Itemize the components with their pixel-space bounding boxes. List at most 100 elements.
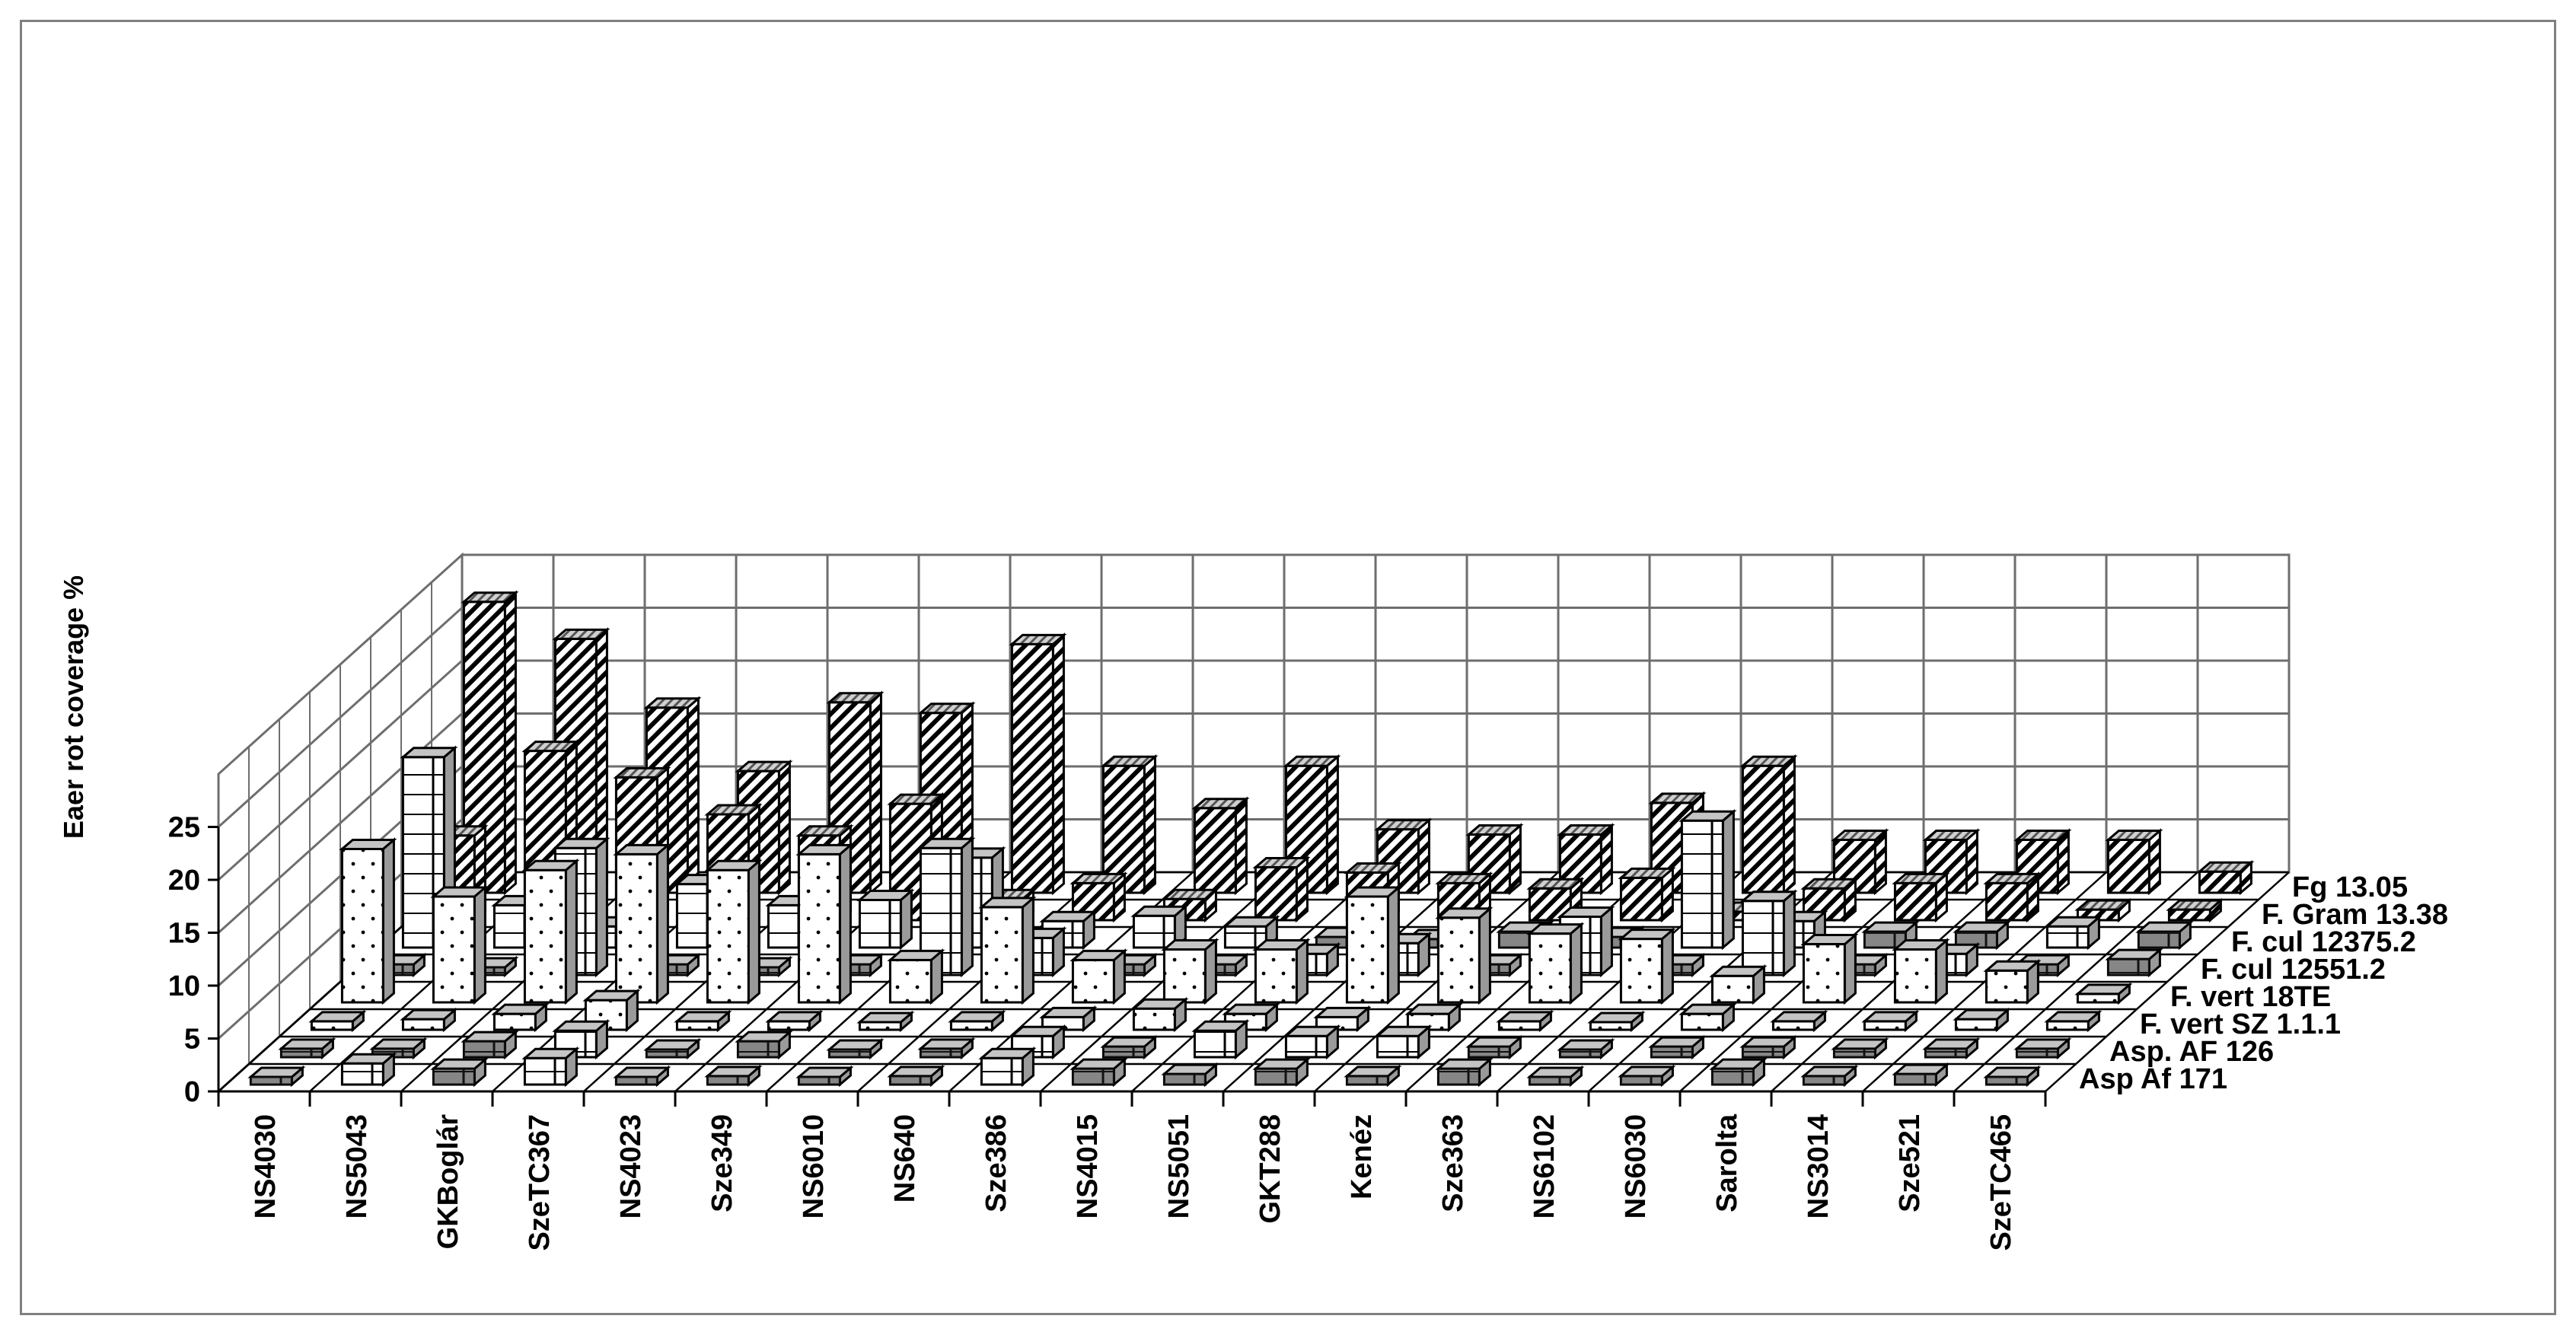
bar (1739, 753, 1798, 896)
bar (1892, 1062, 1950, 1088)
category-label: NS3014 (1803, 1114, 1835, 1219)
bar (369, 1037, 428, 1060)
bar (856, 1010, 915, 1033)
category-label: GKT288 (1255, 1114, 1286, 1224)
bar (1679, 808, 1737, 951)
bar (1983, 1065, 2042, 1088)
bar (1618, 1064, 1676, 1088)
bar (1861, 1009, 1920, 1033)
bar (1191, 1018, 1250, 1060)
bar (887, 948, 945, 1005)
bar (1709, 1056, 1768, 1088)
bar (1526, 922, 1585, 1005)
series-label: F. vert SZ 1.1.1 (2140, 1008, 2341, 1040)
bar (308, 1009, 367, 1033)
bar (704, 858, 763, 1005)
series-label: F. cul 12551.2 (2201, 954, 2386, 986)
bar (1191, 796, 1250, 896)
bar (1344, 884, 1402, 1005)
bar (1557, 1037, 1615, 1060)
bar (1252, 855, 1311, 923)
bar (735, 1029, 793, 1060)
bar (1831, 1037, 1889, 1060)
category-label: Sarolta (1711, 1113, 1743, 1212)
bar (2196, 859, 2255, 896)
bar (1070, 948, 1128, 1005)
category-label: Sze363 (1437, 1114, 1469, 1212)
bar (1892, 938, 1950, 1005)
category-label: SzeTC465 (1985, 1114, 2017, 1251)
bar (430, 1056, 489, 1088)
bar (1709, 964, 1768, 1005)
bar (400, 1007, 458, 1033)
bar (1404, 1002, 1463, 1033)
series-label: Asp. AF 126 (2109, 1036, 2274, 1068)
chart-frame: 0 5 10 15 20 25 NS4030 NS5043 GKBoglár SzeTC367 NS… (20, 20, 2556, 1315)
bar (1039, 1005, 1098, 1033)
series-label: Asp Af 171 (2079, 1063, 2227, 1095)
category-label: Sze349 (706, 1114, 738, 1212)
bars-layer (247, 590, 2255, 1088)
category-label: NS5051 (1163, 1114, 1195, 1219)
bar (2105, 828, 2163, 896)
bar (948, 1009, 1006, 1033)
bar (917, 1037, 976, 1060)
bar (1130, 996, 1189, 1033)
series-label: F. cul 12375.2 (2231, 926, 2416, 958)
category-label: Sze521 (1894, 1114, 1926, 1212)
category-label: Kenéz (1346, 1114, 1378, 1199)
bar (1465, 1034, 1524, 1060)
y-tick-label: 20 (168, 865, 200, 897)
bar (826, 1037, 885, 1060)
bar (1770, 1009, 1828, 1033)
bar (1344, 1064, 1402, 1088)
series-label: F. Gram 13.38 (2262, 899, 2448, 931)
bar (643, 1037, 702, 1060)
category-label: NS5043 (341, 1114, 373, 1219)
bar (247, 1065, 306, 1088)
bar (674, 1009, 732, 1033)
bar (582, 988, 641, 1033)
bar (1587, 1010, 1646, 1033)
bar (1983, 871, 2042, 923)
bar (1161, 938, 1219, 1005)
bar (613, 1065, 671, 1088)
labels-layer: 0 5 10 15 20 25 NS4030 NS5043 GKBoglár SzeTC367 NS… (168, 812, 2448, 1251)
bar (278, 1037, 336, 1060)
y-tick-label: 25 (168, 812, 200, 844)
category-label: NS4015 (1072, 1114, 1104, 1219)
bar (1283, 753, 1341, 896)
bar (1648, 1034, 1707, 1060)
bar (461, 1029, 519, 1060)
category-label: NS4023 (615, 1114, 647, 1219)
bar (1252, 938, 1311, 1005)
bar (2074, 982, 2133, 1005)
bar (1953, 1007, 2011, 1033)
y-axis-title: Eaer rot coverage % (58, 575, 89, 839)
bar (2044, 1009, 2103, 1033)
bar (521, 1046, 580, 1088)
bar (339, 837, 397, 1005)
bar (1374, 1024, 1433, 1060)
bar (1679, 1002, 1737, 1033)
bar (1435, 1056, 1494, 1088)
bar (1618, 927, 1676, 1005)
y-tick-label: 15 (168, 918, 200, 950)
bar (1983, 959, 2042, 1005)
bar (978, 1046, 1037, 1088)
bar (1739, 889, 1798, 978)
bar (521, 858, 580, 1005)
bar (1861, 919, 1920, 951)
category-label: NS4030 (250, 1114, 282, 1219)
category-label: NS6010 (798, 1114, 830, 1219)
bar (1496, 1009, 1554, 1033)
bar (1100, 753, 1159, 896)
category-label: NS640 (889, 1114, 921, 1203)
bar (1526, 1065, 1585, 1088)
bar (1922, 1037, 1981, 1060)
bar (339, 1051, 397, 1088)
bar (491, 1002, 550, 1033)
bar (795, 1065, 854, 1088)
bar (2135, 919, 2194, 951)
bar (1283, 1024, 1341, 1060)
